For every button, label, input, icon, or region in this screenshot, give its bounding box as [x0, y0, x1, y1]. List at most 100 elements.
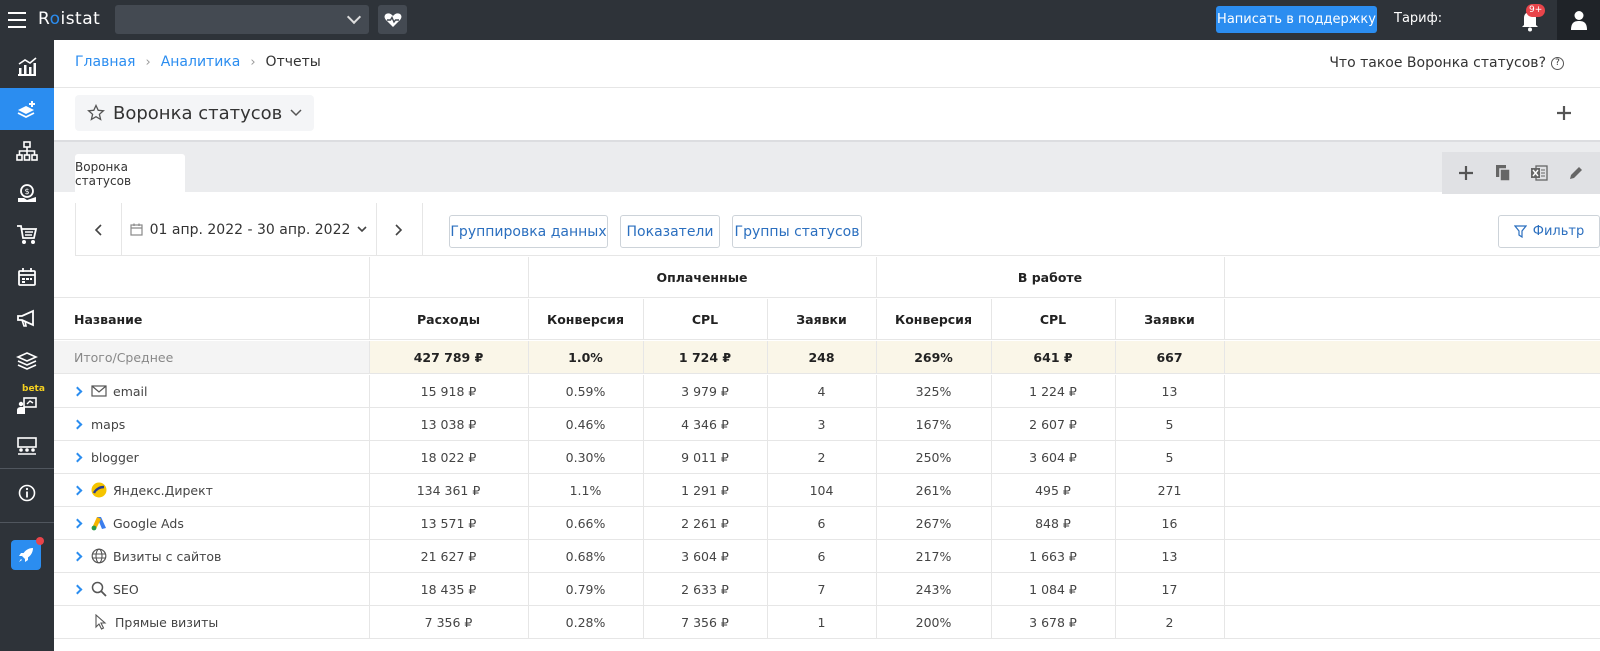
table-row[interactable]: Прямые визиты 7 356 ₽ 0.28% 7 356 ₽ 1 200% 3 6… [54, 606, 1600, 639]
column-divider [369, 408, 370, 440]
tab-status-funnel[interactable]: Воронка статусов [75, 154, 185, 194]
table-row[interactable]: Яндекс.Директ 134 361 ₽ 1.1% 1 291 ₽ 104 261%… [54, 474, 1600, 507]
onboarding-button[interactable] [11, 537, 44, 570]
cell-paid-cpl: 3 604 ₽ [681, 548, 729, 564]
column-divider [991, 540, 992, 572]
column-divider [643, 375, 644, 407]
column-header-name[interactable]: Название [74, 311, 143, 327]
column-divider [876, 299, 877, 339]
cell-work-leads: 5 [1165, 449, 1174, 465]
sidebar-item-analytics[interactable] [0, 88, 54, 130]
column-header-paid-conversion[interactable]: Конверсия [547, 311, 624, 327]
column-header-paid-leads[interactable]: Заявки [796, 311, 847, 327]
cell-expenses: 18 022 ₽ [420, 449, 477, 465]
table-row[interactable]: blogger 18 022 ₽ 0.30% 9 011 ₽ 2 250% 3 604 ₽ 5 [54, 441, 1600, 474]
row-name: SEO [54, 573, 369, 605]
column-divider [369, 375, 370, 407]
add-tab-button[interactable] [1451, 158, 1481, 188]
table-row[interactable]: SEO 18 435 ₽ 0.79% 2 633 ₽ 7 243% 1 084 ₽ 17 [54, 573, 1600, 606]
report-selector[interactable]: Воронка статусов [75, 95, 315, 131]
expand-chevron-icon[interactable] [72, 419, 83, 429]
column-divider [876, 375, 877, 407]
rocket-icon [19, 548, 33, 562]
table-row[interactable]: Визиты с сайтов 21 627 ₽ 0.68% 3 604 ₽ 6 217%… [54, 540, 1600, 573]
sidebar-item-ecommerce[interactable] [0, 214, 54, 256]
support-button[interactable]: Написать в поддержку [1216, 6, 1377, 33]
menu-icon[interactable] [8, 10, 28, 30]
user-button[interactable] [1557, 0, 1600, 40]
column-divider [1115, 408, 1116, 440]
group-paid: Оплаченные [656, 269, 748, 285]
column-header-paid-cpl[interactable]: CPL [691, 311, 719, 327]
table-row[interactable]: email 15 918 ₽ 0.59% 3 979 ₽ 4 325% 1 224 ₽ 13 [54, 375, 1600, 408]
column-divider [369, 573, 370, 605]
breadcrumb-home[interactable]: Главная [75, 54, 136, 70]
sidebar-item-marketing[interactable] [0, 298, 54, 340]
globe-icon [91, 548, 107, 564]
sidebar-item-beta[interactable]: beta [0, 382, 54, 424]
export-excel-button[interactable] [1524, 158, 1554, 188]
edit-button[interactable] [1561, 158, 1591, 188]
group-in-work: В работе [1017, 269, 1083, 285]
breadcrumb-analytics[interactable]: Аналитика [160, 54, 241, 70]
column-divider [1224, 341, 1225, 373]
cell-paid-cpl: 1 291 ₽ [681, 482, 729, 498]
column-divider [1224, 507, 1225, 539]
cell-work-cpl: 3 604 ₽ [1029, 449, 1077, 465]
sidebar-item-integrations[interactable] [0, 340, 54, 382]
next-period-button[interactable] [376, 203, 422, 256]
cell-paid-cpl: 7 356 ₽ [681, 614, 729, 630]
sitemap-icon [16, 141, 38, 161]
column-header-expenses[interactable]: Расходы [416, 311, 481, 327]
cell-expenses: 7 356 ₽ [424, 614, 473, 630]
cell-paid-leads: 6 [817, 548, 826, 564]
sidebar-divider [0, 522, 54, 523]
sidebar-item-calendar[interactable] [0, 256, 54, 298]
sidebar-item-structure[interactable] [0, 130, 54, 172]
row-name: blogger [54, 441, 369, 473]
expand-chevron-icon[interactable] [72, 452, 83, 462]
column-divider [1224, 299, 1225, 339]
star-icon[interactable] [87, 104, 105, 122]
table-row[interactable]: maps 13 038 ₽ 0.46% 4 346 ₽ 3 167% 2 607 ₽ 5 [54, 408, 1600, 441]
help-link[interactable]: Что такое Воронка статусов? ? [1329, 55, 1564, 71]
column-header-work-conversion[interactable]: Конверсия [895, 311, 972, 327]
grouping-button[interactable]: Группировка данных [449, 215, 608, 248]
column-divider [991, 341, 992, 373]
cell-work-cpl: 3 678 ₽ [1029, 614, 1077, 630]
table-row[interactable]: Google Ads 13 571 ₽ 0.66% 2 261 ₽ 6 267% 848 ₽… [54, 507, 1600, 540]
project-select[interactable] [115, 5, 369, 34]
prev-period-button[interactable] [75, 203, 121, 256]
cell-work-cpl: 1 663 ₽ [1029, 548, 1077, 564]
health-button[interactable] [378, 5, 407, 34]
sidebar-item-costs[interactable]: $ [0, 172, 54, 214]
cell-work-leads: 17 [1161, 581, 1178, 597]
status-groups-button[interactable]: Группы статусов [732, 215, 862, 248]
copy-button[interactable] [1488, 158, 1518, 188]
sidebar-item-dashboard[interactable] [0, 46, 54, 88]
column-divider [767, 474, 768, 506]
expand-chevron-icon[interactable] [72, 386, 83, 396]
expand-chevron-icon[interactable] [72, 551, 83, 561]
column-divider [991, 441, 992, 473]
filter-button[interactable]: Фильтр [1498, 215, 1600, 248]
column-divider [369, 441, 370, 473]
logo[interactable]: Roistat [38, 9, 101, 29]
expand-chevron-icon[interactable] [72, 518, 83, 528]
column-divider [528, 341, 529, 373]
expand-chevron-icon[interactable] [72, 485, 83, 495]
expand-chevron-icon[interactable] [72, 584, 83, 594]
cell-paid-leads: 7 [817, 581, 826, 597]
column-divider [991, 474, 992, 506]
metrics-button[interactable]: Показатели [620, 215, 720, 248]
column-header-work-leads[interactable]: Заявки [1144, 311, 1195, 327]
date-range-picker[interactable]: 01 апр. 2022 - 30 апр. 2022 [121, 203, 376, 256]
sidebar-item-team[interactable] [0, 424, 54, 466]
column-divider [876, 408, 877, 440]
add-report-button[interactable] [1556, 102, 1572, 127]
column-header-work-cpl[interactable]: CPL [1039, 311, 1067, 327]
column-divider [528, 441, 529, 473]
column-divider [1224, 408, 1225, 440]
column-divider [643, 299, 644, 339]
sidebar-item-info[interactable] [0, 472, 54, 514]
